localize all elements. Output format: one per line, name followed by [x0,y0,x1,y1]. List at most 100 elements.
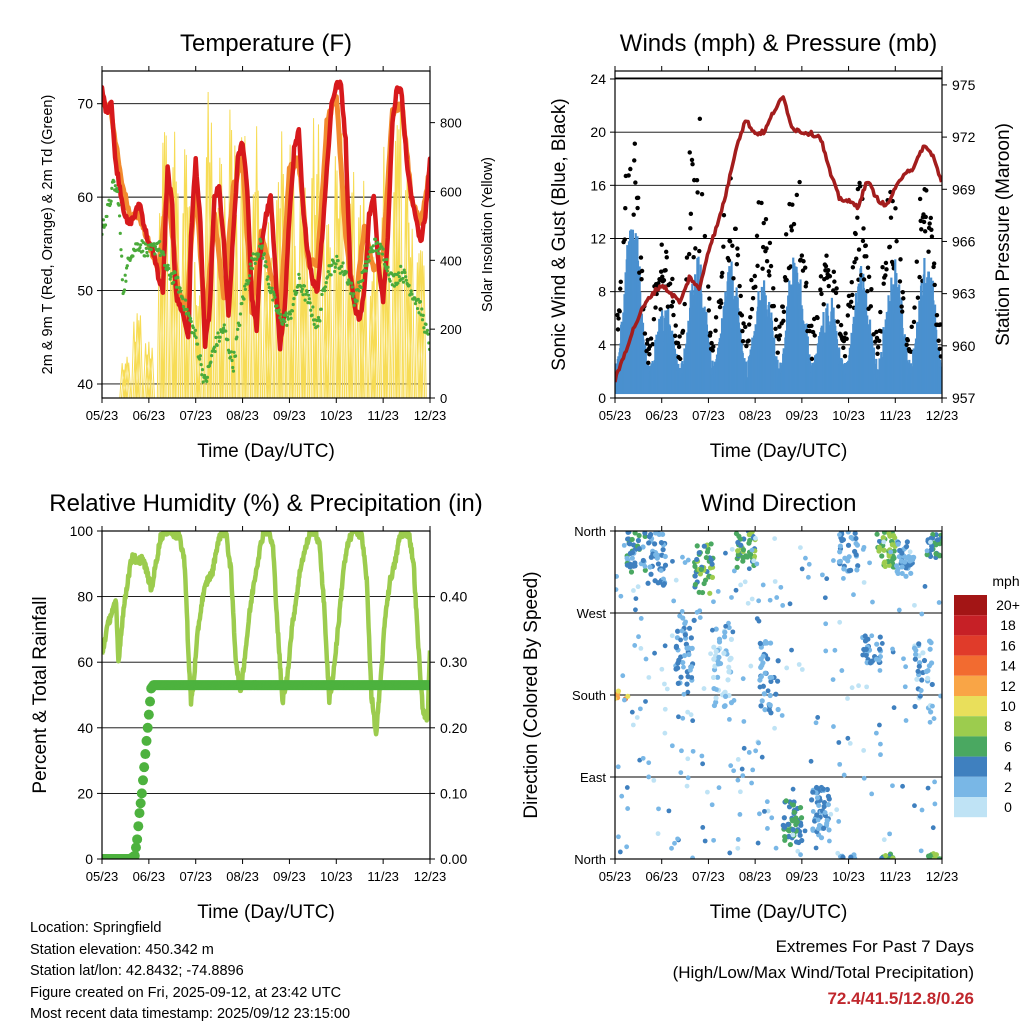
gust-point [697,248,702,254]
wind-direction-point [716,636,723,642]
dewpoint-point [311,305,315,309]
gust-point [670,299,676,305]
wind-direction-point [853,552,859,558]
dewpoint-point [153,252,157,256]
wind-direction-point [675,665,681,671]
gust-point [929,227,934,232]
gust-point [730,243,735,248]
dewpoint-point [139,243,143,247]
wind-direction-point [881,837,887,843]
dewpoint-point [361,278,365,283]
wind-direction-point [919,677,925,683]
speed-legend-swatch [954,716,987,737]
winds_pressure-xtick-label: 10/23 [832,408,865,423]
dewpoint-point [383,264,387,268]
wind-direction-point [782,837,788,843]
dewpoint-point [401,276,405,281]
dewpoint-point [309,308,313,312]
gust-point [854,256,859,261]
precip-point [129,850,140,859]
gust-point [931,261,937,266]
wind-direction-point [821,803,827,810]
wind-direction-point [658,568,664,573]
wind-direction-point [799,667,805,672]
dewpoint-point [176,275,180,280]
wind_direction-xtick-label: 06/23 [645,869,678,884]
dewpoint-point [172,280,176,284]
gust-point [733,226,738,232]
gust-point [635,205,640,211]
dewpoint-point [291,302,295,307]
dewpoint-point [272,292,276,297]
gust-point [861,226,866,231]
dewpoint-point [270,286,274,290]
gust-point [853,231,858,237]
gust-point [857,184,863,189]
wind-direction-point [662,643,668,649]
gust-point [648,336,654,341]
wind-direction-point [852,531,858,536]
wind-direction-point [798,822,804,828]
dewpoint-point [319,307,323,311]
gust-point [767,240,773,246]
wind-direction-point [652,578,658,584]
precip-point [140,749,151,760]
gust-point [856,247,862,252]
humidity_precip-xtick-label: 07/23 [179,869,212,884]
gust-point [618,279,623,285]
wind-direction-point [658,540,665,546]
wind-direction-point [716,785,722,791]
wind-direction-point [640,755,646,761]
wind-direction-point [943,852,948,857]
humidity_precip-xlabel: Time (Day/UTC) [197,902,335,923]
dewpoint-point [221,326,226,330]
wind-direction-point [916,663,922,669]
precip-point [145,696,156,707]
wind-direction-point [769,815,775,821]
gust-point [918,218,923,224]
wind-direction-point [831,558,836,563]
wind-direction-point [722,629,728,635]
speed-legend-swatch [954,675,987,696]
wind-direction-point [758,703,764,709]
wind-direction-point [682,632,688,638]
temperature-xtick-label: 09/23 [273,408,306,423]
dewpoint-point [289,316,293,320]
wind-direction-point [669,743,675,749]
temperature-y2tick-label: 600 [440,184,462,199]
wind_direction-xtick-label: 09/23 [786,869,819,884]
wind-direction-point [813,845,819,851]
dewpoint-point [399,264,403,268]
gust-point [707,296,712,301]
wind-direction-point [825,801,831,808]
wind-direction-point [840,576,846,581]
winds_pressure-y2tick-label: 966 [952,233,976,249]
dewpoint-point [427,341,430,345]
wind-direction-point [927,855,933,859]
gust-point [821,302,826,307]
wind-direction-point [629,536,635,543]
wind-direction-point [729,595,734,600]
wind-direction-point [664,686,670,692]
wind-direction-point [826,827,832,833]
wind-direction-point [810,826,816,832]
dewpoint-point [187,314,191,318]
dewpoint-point [402,268,406,272]
wind-direction-point [731,698,737,703]
wind-direction-point [646,774,652,780]
gust-point [921,219,927,225]
gust-point [922,229,928,234]
dewpoint-point [385,269,389,273]
wind-direction-point [637,706,643,712]
dewpoint-point [185,307,189,312]
wind-direction-point [902,559,908,565]
temperature-ytick-label: 70 [77,96,93,112]
humidity_precip-ytick-label: 80 [77,589,93,605]
wind-direction-point [912,703,918,710]
winds_pressure-ytick-label: 20 [590,124,606,140]
wind-direction-point [656,806,661,812]
dewpoint-point [267,285,271,290]
gust-point [844,336,849,341]
dewpoint-point [397,271,401,275]
gust-point [912,305,917,310]
